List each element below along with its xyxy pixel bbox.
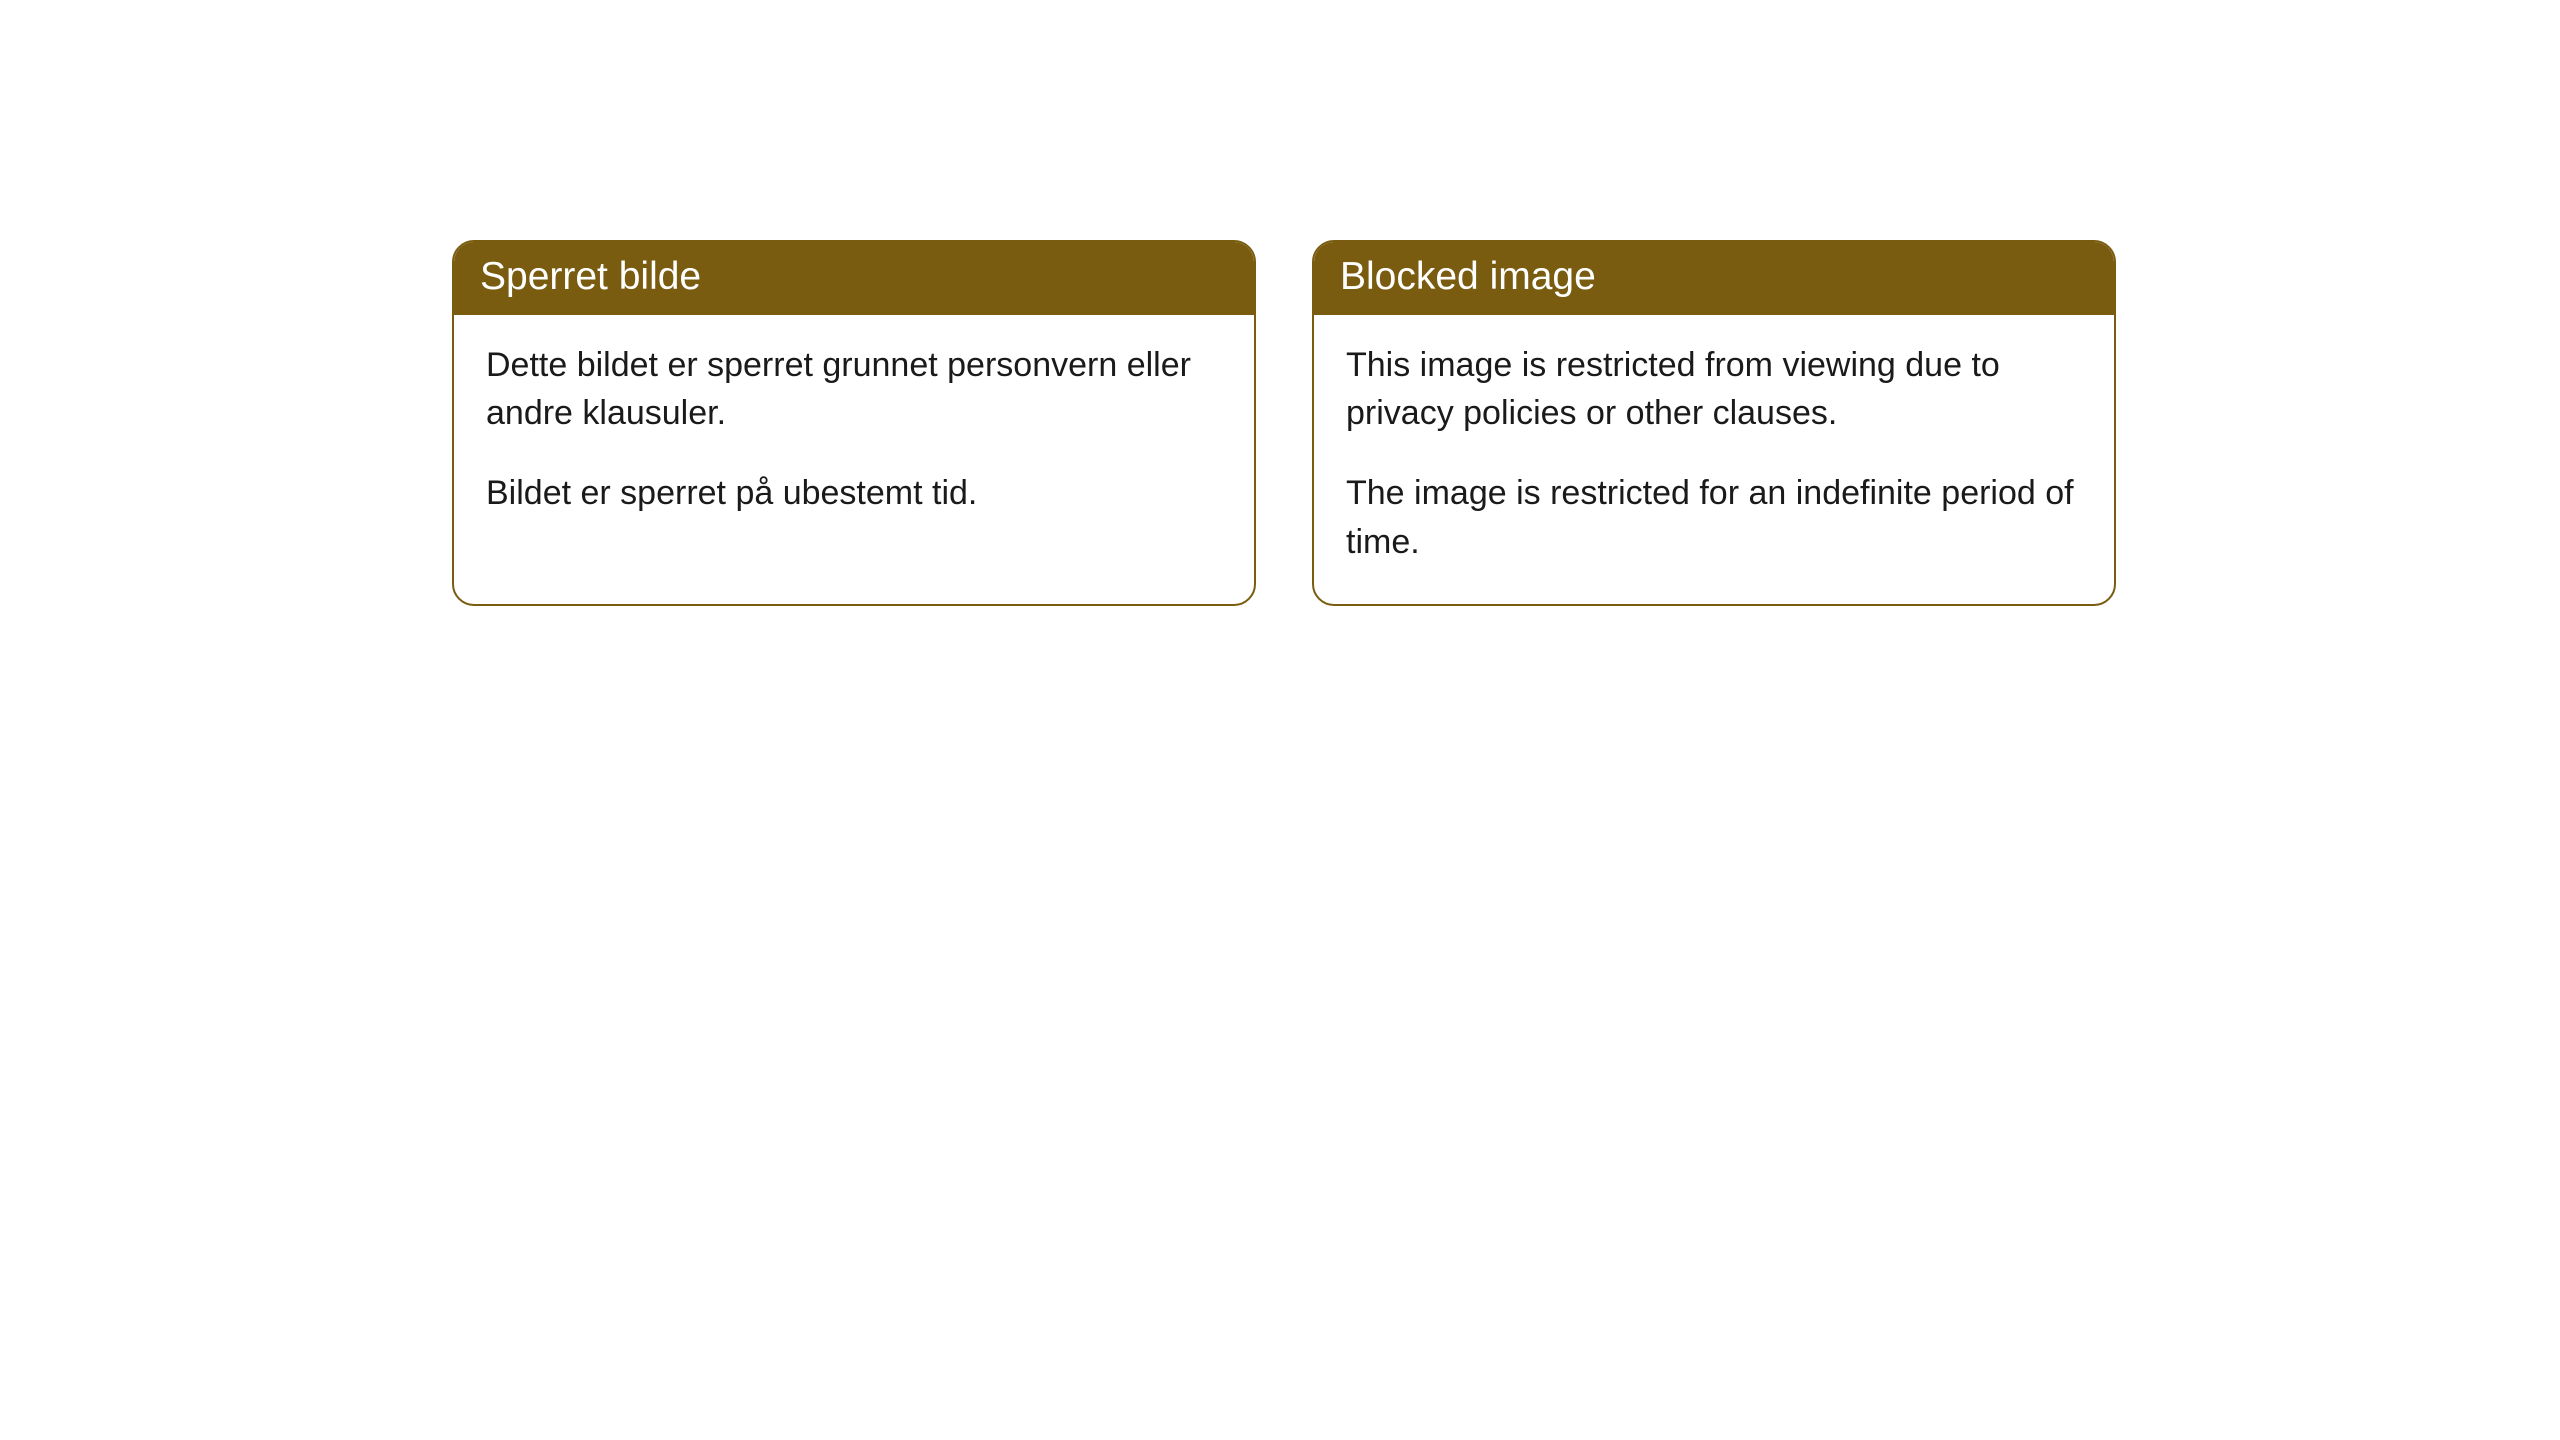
card-paragraph-en-1: This image is restricted from viewing du… [1346,341,2082,438]
card-title-en: Blocked image [1340,255,1596,298]
card-header-en: Blocked image [1314,242,2114,315]
card-body-no: Dette bildet er sperret grunnet personve… [454,315,1254,556]
blocked-image-card-en: Blocked image This image is restricted f… [1312,240,2116,606]
card-paragraph-no-2: Bildet er sperret på ubestemt tid. [486,469,1222,517]
card-paragraph-no-1: Dette bildet er sperret grunnet personve… [486,341,1222,438]
card-body-en: This image is restricted from viewing du… [1314,315,2114,604]
card-paragraph-en-2: The image is restricted for an indefinit… [1346,469,2082,566]
blocked-image-card-no: Sperret bilde Dette bildet er sperret gr… [452,240,1256,606]
notice-container: Sperret bilde Dette bildet er sperret gr… [0,0,2560,606]
card-header-no: Sperret bilde [454,242,1254,315]
card-title-no: Sperret bilde [480,255,701,298]
